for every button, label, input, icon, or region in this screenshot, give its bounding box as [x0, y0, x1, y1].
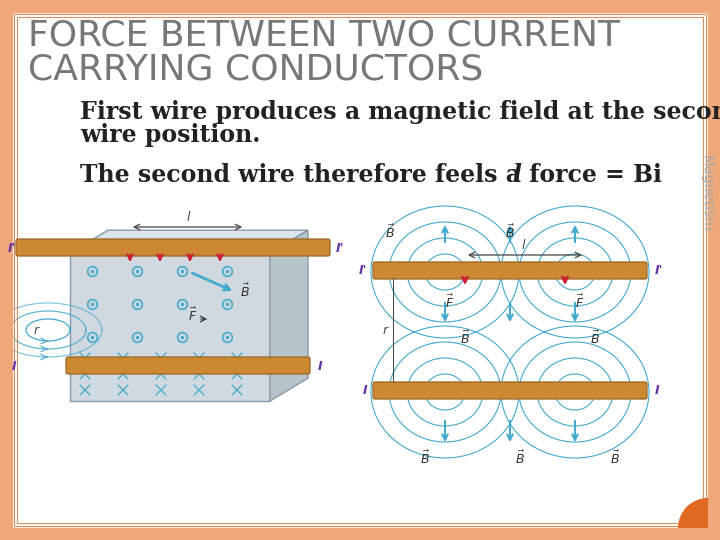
FancyBboxPatch shape — [373, 382, 647, 399]
Text: $\vec{F}$: $\vec{F}$ — [446, 293, 454, 310]
Bar — [0, 528, 720, 540]
FancyBboxPatch shape — [373, 262, 647, 279]
Text: I: I — [362, 384, 367, 397]
Text: $\vec{F}$: $\vec{F}$ — [188, 306, 197, 323]
Text: FORCE BETWEEN TWO CURRENT: FORCE BETWEEN TWO CURRENT — [28, 18, 620, 52]
Bar — [0, 0, 720, 12]
Text: $\vec{B}$: $\vec{B}$ — [590, 329, 600, 347]
Text: l: l — [186, 211, 190, 224]
Text: $\vec{B}$: $\vec{B}$ — [420, 449, 430, 467]
Text: $\vec{B}$: $\vec{B}$ — [505, 224, 515, 241]
FancyBboxPatch shape — [16, 239, 330, 256]
Text: I': I' — [336, 241, 344, 254]
Text: The second wire therefore feels a force = Bi: The second wire therefore feels a force … — [80, 163, 662, 187]
Text: Magnetism: Magnetism — [700, 155, 714, 232]
Bar — [708, 0, 720, 540]
Polygon shape — [70, 230, 308, 253]
Text: wire position.: wire position. — [80, 123, 261, 147]
Text: I: I — [12, 360, 16, 373]
Text: $\vec{B}$: $\vec{B}$ — [610, 449, 620, 467]
Text: $\vec{B}$: $\vec{B}$ — [515, 449, 525, 467]
Text: r: r — [382, 323, 387, 336]
Text: First wire produces a magnetic field at the second: First wire produces a magnetic field at … — [80, 100, 720, 124]
Text: $\vec{B}$: $\vec{B}$ — [460, 329, 470, 347]
Wedge shape — [678, 498, 708, 528]
Text: l: l — [521, 239, 525, 252]
Text: $\vec{F}$: $\vec{F}$ — [575, 293, 585, 310]
Text: $\vec{B}$: $\vec{B}$ — [240, 282, 250, 300]
Text: I: I — [318, 360, 323, 373]
Text: I: I — [655, 384, 660, 397]
FancyBboxPatch shape — [66, 357, 310, 374]
Text: I': I' — [7, 241, 16, 254]
Text: I': I' — [359, 265, 367, 278]
Text: l: l — [512, 163, 521, 187]
Polygon shape — [270, 230, 308, 401]
Text: I': I' — [655, 265, 664, 278]
Text: r: r — [33, 323, 39, 336]
FancyBboxPatch shape — [70, 253, 270, 401]
Text: $\vec{B}$: $\vec{B}$ — [385, 224, 395, 241]
Bar — [0, 0, 12, 540]
Text: CARRYING CONDUCTORS: CARRYING CONDUCTORS — [28, 52, 483, 86]
